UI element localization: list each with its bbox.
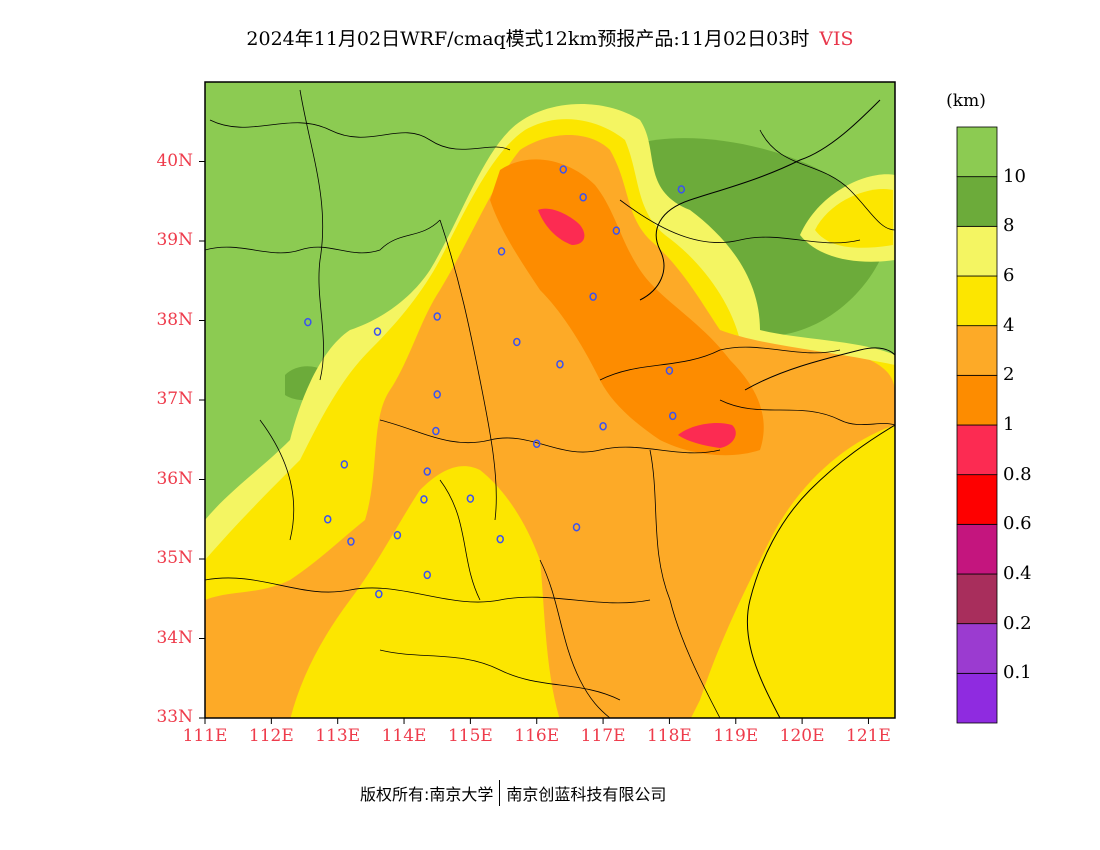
colorbar-swatch <box>956 623 998 674</box>
colorbar-label: 0.4 <box>1003 563 1032 584</box>
city-marker <box>373 327 382 336</box>
boundary-lines <box>205 89 895 718</box>
city-marker <box>559 165 568 174</box>
map-field <box>205 82 895 718</box>
vis-4-6-region-ne <box>815 189 893 248</box>
colorbar-label: 10 <box>1003 165 1026 187</box>
colorbar-swatch <box>956 523 998 575</box>
lon-tick-label: 113E <box>315 726 361 746</box>
colorbar-label: 0.6 <box>1003 513 1032 535</box>
colorbar-label: 0.2 <box>1003 612 1032 634</box>
city-marker <box>323 515 332 524</box>
coastline <box>639 99 895 718</box>
lat-tick-label: 33N <box>156 707 193 727</box>
lat-tick-label: 37N <box>156 389 193 409</box>
lat-tick-label: 36N <box>156 468 193 489</box>
city-marker <box>677 185 686 194</box>
lon-tick-label: 115E <box>447 726 493 746</box>
colorbar-swatch <box>956 672 998 724</box>
city-marker <box>420 495 428 504</box>
lon-tick-label: 111E <box>182 726 228 746</box>
city-marker <box>466 494 475 503</box>
lon-tick-label: 120E <box>779 726 825 746</box>
city-marker <box>589 292 597 301</box>
colorbar-swatch <box>956 374 998 426</box>
city-marker <box>375 589 383 599</box>
lon-tick-label: 116E <box>514 726 560 746</box>
city-marker <box>304 317 312 327</box>
colorbar <box>956 126 998 724</box>
colorbar-swatch <box>956 225 998 277</box>
city-marker <box>668 411 677 421</box>
city-marker <box>423 570 432 580</box>
city-marker <box>433 312 441 321</box>
colorbar-label: 1 <box>1003 414 1015 435</box>
lat-tick-label: 39N <box>156 230 193 250</box>
colorbar-swatch <box>956 275 998 327</box>
city-marker <box>496 534 504 544</box>
colorbar-swatch <box>956 325 998 376</box>
city-marker <box>433 390 441 399</box>
colorbar-label: 6 <box>1003 265 1015 286</box>
chart-title: 2024年11月02日WRF/cmaq模式12km预报产品:11月02日03时 V… <box>0 24 1100 51</box>
city-marker <box>532 439 541 448</box>
city-marker <box>612 226 621 235</box>
colorbar-label: 4 <box>1003 314 1015 336</box>
colorbar-label: 0.1 <box>1003 662 1032 684</box>
lat-tick-label: 40N <box>156 150 193 171</box>
footer: 版权所有:南京大学 南京创蓝科技有限公司 <box>360 780 666 806</box>
city-marker <box>432 426 440 436</box>
lat-tick-label: 34N <box>156 627 193 648</box>
lon-tick-label: 121E <box>846 726 891 746</box>
city-markers <box>304 165 686 599</box>
axis-ticks <box>199 161 869 724</box>
city-marker <box>572 522 581 532</box>
colorbar-label: 0.8 <box>1003 463 1032 485</box>
city-marker <box>665 366 674 375</box>
colorbar-swatch <box>956 474 998 525</box>
city-marker <box>423 467 432 476</box>
lon-tick-label: 114E <box>381 726 427 746</box>
lon-tick-label: 112E <box>248 726 294 746</box>
colorbar-swatch <box>956 424 998 476</box>
title-variable: VIS <box>819 28 854 50</box>
footer-company: 南京创蓝科技有限公司 <box>506 785 667 804</box>
footer-copyright: 版权所有:南京大学 <box>360 785 494 804</box>
city-marker <box>556 359 564 369</box>
colorbar-swatch <box>956 126 998 178</box>
colorbar-unit: (km) <box>946 91 986 111</box>
vis-0.8-1-region-2 <box>678 423 736 448</box>
city-marker <box>340 460 349 469</box>
colorbar-label: 2 <box>1003 364 1015 386</box>
city-marker <box>513 337 521 347</box>
lat-tick-label: 35N <box>156 548 193 568</box>
colorbar-label: 8 <box>1003 215 1015 237</box>
vis-0.8-1-region-1 <box>538 208 585 245</box>
city-marker <box>599 421 607 431</box>
city-marker <box>579 193 587 202</box>
city-marker <box>393 530 402 540</box>
colorbar-swatch <box>956 573 998 625</box>
city-marker <box>347 537 355 546</box>
lon-tick-label: 118E <box>646 726 692 746</box>
footer-divider <box>499 780 501 806</box>
lon-tick-label: 117E <box>580 726 626 746</box>
title-main: 2024年11月02日WRF/cmaq模式12km预报产品:11月02日03时 <box>246 28 810 50</box>
city-marker <box>497 247 506 256</box>
lon-tick-label: 119E <box>713 726 759 746</box>
lat-tick-label: 38N <box>156 309 193 330</box>
vis-2-4-region <box>205 135 895 718</box>
colorbar-swatch <box>956 176 998 227</box>
